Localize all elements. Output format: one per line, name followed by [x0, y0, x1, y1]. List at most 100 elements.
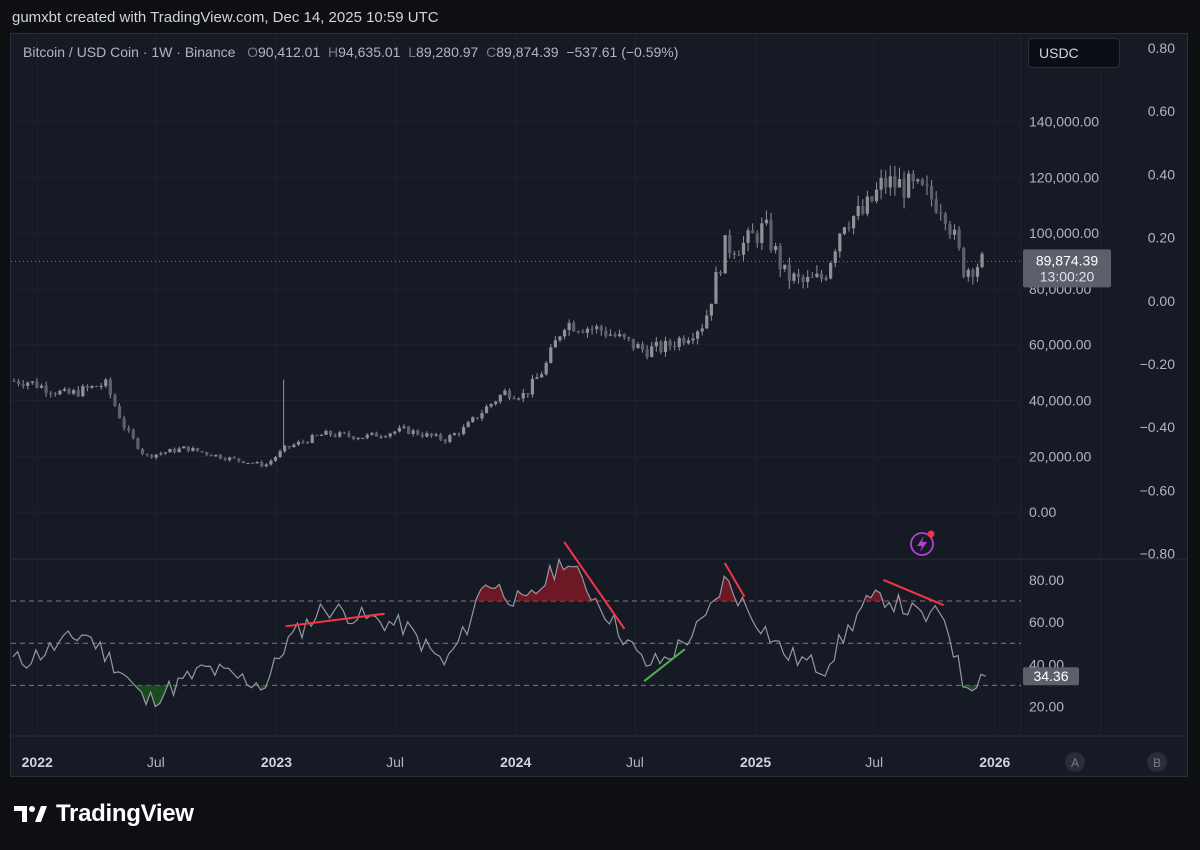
- candle: [406, 425, 411, 435]
- candle: [705, 309, 709, 330]
- alert-bolt-icon[interactable]: [910, 532, 934, 556]
- candle-body: [228, 457, 232, 461]
- candle-body: [645, 349, 649, 357]
- candle: [929, 179, 934, 207]
- candle: [480, 409, 484, 422]
- candle: [397, 425, 401, 433]
- secondary-tick-label: 0.20: [1148, 230, 1175, 246]
- chart-panel[interactable]: 140,000.00 120,000.00 100,000.00 80,000.00 6…: [10, 33, 1188, 777]
- candle-body: [948, 224, 952, 235]
- candle: [682, 335, 686, 346]
- candle-body: [319, 434, 323, 436]
- candle: [292, 443, 296, 448]
- candle: [342, 431, 346, 435]
- candle-body: [540, 374, 544, 378]
- rsi-tick-label: 20.00: [1029, 699, 1064, 715]
- candle: [452, 432, 457, 436]
- candle-body: [939, 212, 943, 214]
- scale-button-b[interactable]: [1147, 752, 1167, 772]
- candle: [718, 270, 723, 276]
- candle-body: [278, 451, 282, 458]
- candle-body: [654, 341, 658, 347]
- candle: [696, 329, 700, 345]
- candle-body: [333, 435, 337, 437]
- candle-body: [980, 253, 984, 268]
- candle: [131, 428, 135, 440]
- candle: [975, 263, 980, 283]
- candle: [861, 199, 865, 216]
- candle-body: [163, 452, 168, 454]
- time-tick-label: 2025: [740, 754, 771, 770]
- candle-body: [131, 430, 135, 439]
- candle: [728, 229, 732, 259]
- candle-body: [16, 381, 21, 385]
- candle: [310, 433, 314, 444]
- candle: [737, 250, 741, 256]
- candle-body: [778, 245, 782, 270]
- candle: [443, 438, 447, 444]
- candle-body: [292, 444, 296, 448]
- candle-body: [72, 390, 76, 394]
- candle-body: [388, 433, 392, 437]
- candle-body: [787, 264, 791, 281]
- candle: [526, 392, 530, 398]
- last-price-label-bg: [1023, 249, 1111, 288]
- currency-badge[interactable]: USDC: [1028, 38, 1120, 68]
- candle-body: [741, 242, 746, 255]
- tradingview-logo: TradingView: [14, 800, 194, 828]
- candle-body: [773, 245, 778, 251]
- rsi-divergence-bullish: [643, 648, 686, 682]
- candle: [746, 227, 750, 252]
- candle: [26, 381, 30, 390]
- candle-body: [12, 381, 16, 383]
- candle-body: [535, 377, 539, 379]
- candle-body: [650, 346, 654, 357]
- time-tick-label: Jul: [147, 754, 165, 770]
- candle-body: [246, 462, 250, 464]
- candle-body: [723, 235, 727, 274]
- scale-button-a[interactable]: [1065, 752, 1085, 772]
- candle-body: [925, 184, 929, 186]
- candle: [379, 434, 383, 439]
- candle: [402, 424, 406, 430]
- candle-body: [420, 434, 424, 437]
- candle: [140, 448, 145, 456]
- rsi-value-label: 34.36: [1033, 668, 1068, 684]
- candle-body: [457, 433, 461, 435]
- candle: [530, 374, 535, 398]
- candle-body: [673, 345, 677, 347]
- bolt-glyph-icon: [917, 536, 927, 552]
- chart-svg[interactable]: 140,000.00120,000.00100,000.0080,000.006…: [11, 34, 1187, 776]
- candle: [200, 450, 204, 453]
- candle-body: [67, 389, 71, 394]
- candle: [521, 388, 525, 402]
- rsi-pane: [11, 541, 1021, 708]
- candle-body: [434, 434, 438, 436]
- candle-body: [301, 441, 305, 443]
- candle-body: [865, 196, 869, 214]
- candle-body: [425, 433, 429, 437]
- candle: [916, 178, 920, 184]
- candle-body: [696, 331, 700, 339]
- close-label: C: [486, 44, 497, 60]
- candle: [755, 230, 759, 248]
- candle: [228, 456, 232, 462]
- candle-body: [705, 315, 709, 329]
- candle-body: [613, 334, 617, 337]
- candle-body: [113, 395, 117, 406]
- candle-body: [755, 233, 759, 243]
- candle-body: [306, 442, 310, 444]
- candle: [585, 326, 590, 338]
- candle-body: [255, 462, 259, 464]
- time-tick-label: 2026: [979, 754, 1010, 770]
- candle-body: [856, 205, 860, 217]
- candle-body: [907, 173, 911, 198]
- candle: [810, 272, 814, 278]
- candle: [943, 211, 947, 231]
- candle: [787, 257, 791, 289]
- alert-dot-icon: [927, 530, 935, 538]
- candle-body: [760, 223, 764, 243]
- candle: [264, 462, 268, 468]
- candle: [195, 447, 200, 452]
